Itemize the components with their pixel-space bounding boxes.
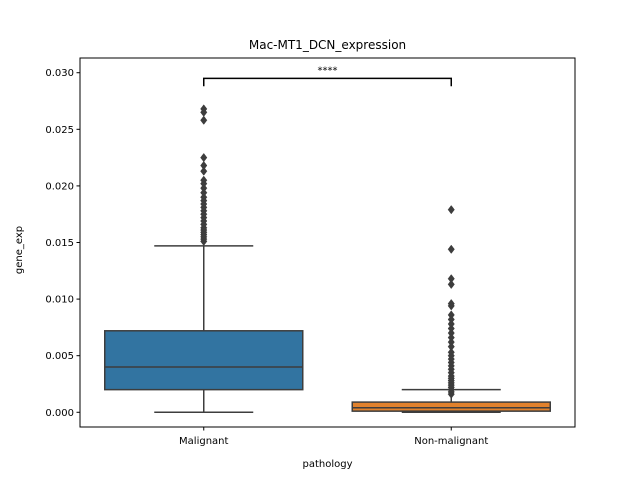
y-tick-label: 0.030: [45, 68, 74, 79]
outlier-point: [200, 166, 208, 176]
y-axis-label: gene_exp: [14, 226, 25, 274]
outlier-point: [447, 274, 455, 284]
significance-label: ****: [318, 65, 338, 76]
outlier-point: [447, 299, 455, 309]
y-tick-label: 0.005: [45, 351, 74, 362]
y-tick-label: 0.025: [45, 125, 74, 136]
x-tick-label: Non-malignant: [414, 436, 488, 447]
significance-bracket: [203, 77, 452, 87]
chart-title: Mac-MT1_DCN_expression: [249, 38, 406, 52]
box-1: [351, 401, 551, 412]
y-tick-label: 0.000: [45, 408, 74, 419]
outlier-point: [447, 205, 455, 215]
y-tick-label: 0.015: [45, 238, 74, 249]
outlier-point: [200, 160, 208, 171]
outlier-point: [447, 347, 455, 357]
y-tick-label: 0.010: [45, 295, 74, 306]
outlier-point: [200, 115, 208, 125]
outlier-point: [447, 279, 455, 289]
outlier-point: [200, 152, 208, 163]
x-tick-label: Malignant: [179, 436, 228, 447]
box-0: [104, 330, 304, 391]
outlier-point: [200, 175, 208, 185]
outlier-point: [200, 104, 208, 114]
x-axis-label: pathology: [302, 459, 352, 470]
outlier-point: [447, 244, 455, 254]
y-tick-label: 0.020: [45, 181, 74, 192]
outlier-point: [447, 310, 455, 320]
